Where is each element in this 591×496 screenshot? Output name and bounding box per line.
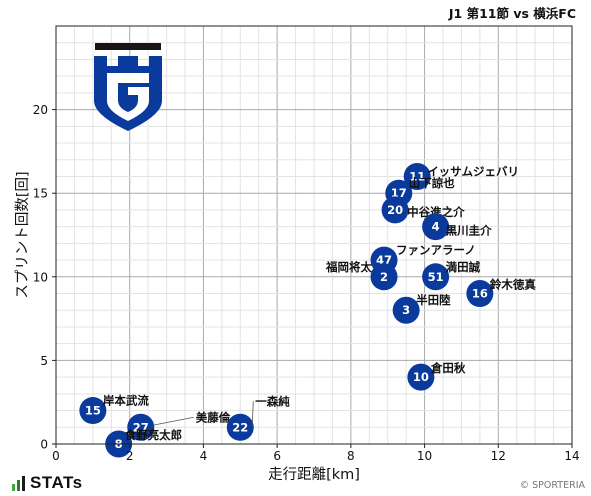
plot-frame bbox=[55, 25, 573, 445]
player-name-label: 美藤倫 bbox=[196, 410, 231, 424]
label-leader-line bbox=[152, 416, 194, 426]
data-point: 4 黒川圭介 bbox=[422, 213, 492, 241]
y-tick-label: 10 bbox=[33, 270, 48, 284]
data-point-marker bbox=[79, 397, 107, 425]
player-name-label: 中谷進之介 bbox=[407, 205, 465, 219]
y-axis-label: スプリント回数[回] bbox=[14, 171, 31, 298]
stats-bars-icon bbox=[12, 476, 25, 491]
x-tick-label: 12 bbox=[491, 449, 506, 463]
y-tick-label: 20 bbox=[33, 103, 48, 117]
data-point-marker bbox=[403, 162, 431, 190]
x-tick-label: 4 bbox=[200, 449, 208, 463]
data-point-marker bbox=[422, 213, 450, 241]
data-point-marker bbox=[226, 413, 254, 441]
x-tick-label: 10 bbox=[417, 449, 432, 463]
data-point-marker bbox=[466, 280, 494, 308]
player-name-label: 倉田秋 bbox=[430, 361, 466, 375]
label-leader-line bbox=[251, 401, 254, 426]
x-tick-label: 14 bbox=[564, 449, 579, 463]
y-tick-label: 15 bbox=[33, 187, 48, 201]
player-number-label: 27 bbox=[133, 420, 149, 434]
data-point-marker bbox=[422, 263, 450, 291]
data-point: 22 一森純 bbox=[226, 394, 290, 441]
gamba-osaka-crest-icon bbox=[94, 43, 162, 131]
data-point-marker bbox=[407, 363, 435, 391]
player-number-label: 20 bbox=[387, 203, 403, 217]
x-tick-label: 0 bbox=[52, 449, 60, 463]
data-point: 3 半田陸 bbox=[392, 293, 451, 324]
player-number-label: 10 bbox=[413, 370, 429, 384]
player-number-label: 3 bbox=[402, 303, 410, 317]
y-tick-label: 5 bbox=[40, 354, 48, 368]
player-number-label: 51 bbox=[428, 270, 444, 284]
y-tick-label: 0 bbox=[40, 438, 48, 452]
player-number-label: 47 bbox=[376, 253, 392, 267]
x-tick-label: 6 bbox=[273, 449, 281, 463]
player-name-label: 半田陸 bbox=[416, 293, 451, 307]
player-name-label: 一森純 bbox=[255, 394, 290, 408]
player-name-label: イッサムジェバリ bbox=[427, 164, 519, 178]
player-name-label: 黒川圭介 bbox=[446, 224, 492, 238]
data-point: 2 福岡将太 bbox=[325, 260, 398, 291]
brand-label: STATs bbox=[30, 473, 83, 492]
data-point: 11 イッサムジェバリ bbox=[403, 162, 519, 190]
x-tick-label: 2 bbox=[126, 449, 134, 463]
data-point-marker bbox=[127, 413, 155, 441]
player-name-label: 山下諒也 bbox=[409, 176, 455, 190]
chart-title: J1 第11節 vs 横浜FC bbox=[448, 6, 576, 21]
data-point: 27 美藤倫 bbox=[127, 410, 231, 441]
data-point-marker bbox=[370, 263, 398, 291]
player-name-label: 食野亮太郎 bbox=[125, 428, 182, 442]
x-tick-label: 8 bbox=[347, 449, 355, 463]
player-name-label: 満田誠 bbox=[446, 260, 481, 274]
player-name-label: 福岡将太 bbox=[325, 260, 372, 274]
axis-ticks: 0 2 4 6 8 10 12 14 0 5 10 15 20 bbox=[33, 103, 580, 463]
player-number-label: 16 bbox=[472, 287, 488, 301]
data-point-marker bbox=[381, 196, 409, 224]
player-name-label: 岸本武流 bbox=[103, 394, 149, 408]
data-point: 20 中谷進之介 bbox=[381, 196, 465, 224]
player-number-label: 11 bbox=[409, 169, 425, 183]
player-number-label: 22 bbox=[232, 420, 248, 434]
copyright-credit: © SPORTERIA bbox=[519, 480, 585, 491]
player-number-label: 4 bbox=[432, 220, 440, 234]
x-axis-label: 走行距離[km] bbox=[268, 465, 360, 483]
player-number-label: 2 bbox=[380, 270, 388, 284]
player-number-label: 15 bbox=[85, 404, 101, 418]
data-point-marker bbox=[392, 296, 420, 324]
team-logo bbox=[94, 43, 162, 131]
player-name-label: 鈴木徳真 bbox=[490, 278, 536, 292]
player-name-label: ファンアラーノ bbox=[396, 243, 476, 257]
